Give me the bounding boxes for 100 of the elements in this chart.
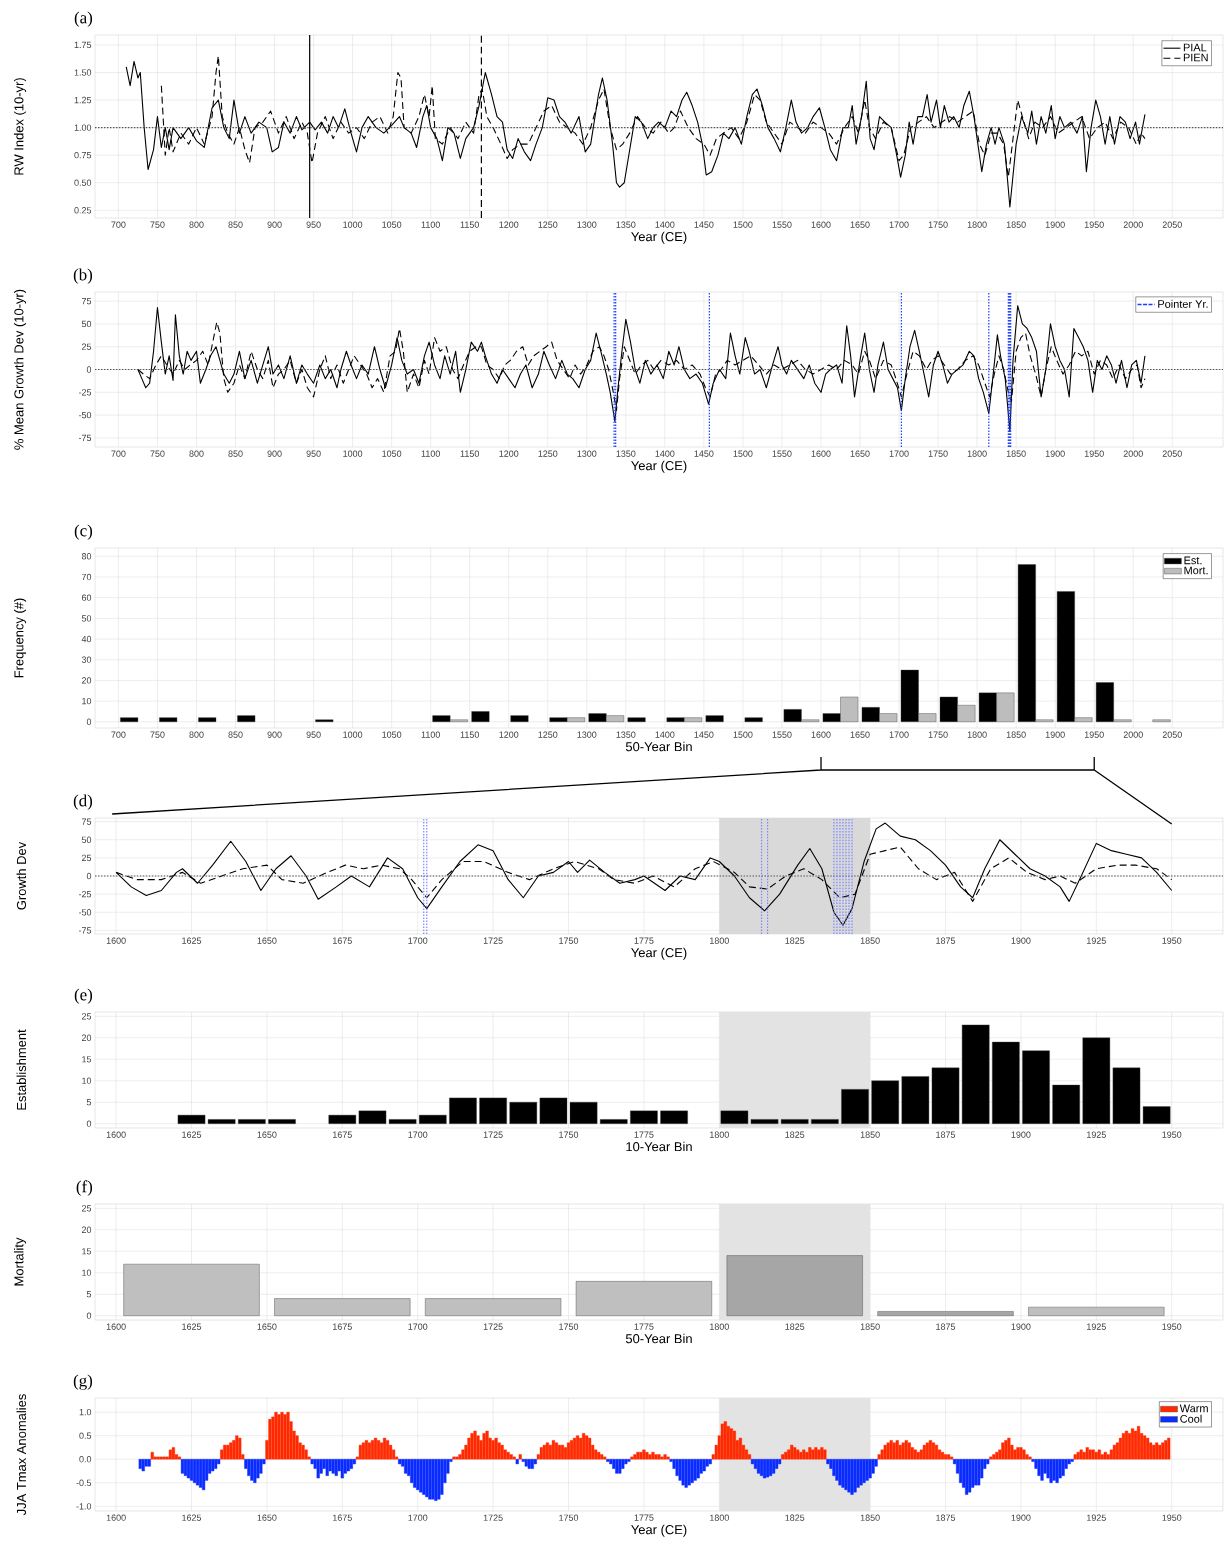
x-tick-label: 1625 — [182, 1131, 202, 1138]
x-tick-label: 900 — [267, 450, 282, 457]
annotation: Pointer Yr. — [1158, 299, 1208, 308]
x-tick-label: 1825 — [785, 1514, 805, 1521]
x-tick-label: 1250 — [538, 731, 558, 738]
bar — [871, 1080, 899, 1124]
x-tick-label: 2050 — [1162, 221, 1182, 228]
x-axis-title: Year (CE) — [631, 947, 687, 960]
x-tick-label: 1600 — [106, 1514, 126, 1521]
bar — [1130, 1428, 1135, 1460]
bar — [781, 1454, 785, 1460]
x-tick-label: 2000 — [1123, 731, 1143, 738]
x-tick-label: 1925 — [1087, 1323, 1106, 1330]
bar — [940, 1451, 945, 1460]
x-tick-label: 700 — [111, 221, 126, 228]
y-tick-label: 15 — [82, 1056, 92, 1063]
bar — [965, 1459, 969, 1495]
y-tick-label: 0.25 — [74, 207, 92, 214]
bar — [1085, 1447, 1089, 1460]
y-tick-label: 25 — [81, 1013, 92, 1020]
x-tick-label: 850 — [228, 221, 243, 228]
x-tick-label: 1900 — [1045, 450, 1065, 457]
y-tick-label: -1.0 — [76, 1503, 92, 1510]
x-tick-label: 1200 — [499, 450, 519, 457]
bar — [455, 1456, 459, 1460]
bar — [237, 715, 256, 722]
y-tick-label: 50 — [81, 836, 92, 843]
y-axis-title: Growth Dev — [16, 841, 27, 910]
x-tick-label: 1600 — [106, 1323, 126, 1330]
x-tick-label: 1850 — [1006, 450, 1026, 457]
bar — [575, 1281, 712, 1316]
x-tick-label: 1350 — [616, 450, 636, 457]
bar — [1082, 1451, 1086, 1460]
x-tick-label: 1825 — [785, 1131, 805, 1138]
x-tick-label: 750 — [150, 221, 165, 228]
bar — [419, 1114, 447, 1124]
bar — [1028, 1306, 1165, 1316]
bar — [817, 1449, 821, 1460]
y-tick-label: 25 — [81, 1205, 92, 1212]
x-tick-label: 1600 — [811, 221, 831, 228]
x-tick-label: 1650 — [850, 731, 870, 738]
bar — [1073, 1454, 1077, 1460]
bar — [841, 1089, 869, 1124]
x-tick-label: 1700 — [889, 450, 909, 457]
bar — [687, 1459, 691, 1486]
bar — [334, 1459, 338, 1476]
bar — [413, 1459, 417, 1488]
x-tick-label: 1650 — [257, 1514, 277, 1521]
bar — [844, 1459, 848, 1491]
bar — [750, 1459, 755, 1465]
bar — [274, 1298, 411, 1316]
bar — [183, 1459, 188, 1476]
x-tick-label: 1750 — [559, 937, 579, 944]
bar — [1046, 1459, 1050, 1479]
x-tick-label: 1500 — [733, 731, 753, 738]
bar — [820, 1447, 824, 1460]
bar — [277, 1414, 281, 1460]
y-axis-title: Establishment — [16, 1029, 27, 1110]
bar — [186, 1459, 191, 1479]
x-tick-label: 1850 — [860, 937, 880, 944]
bar — [853, 1459, 857, 1493]
x-tick-label: 1675 — [333, 937, 352, 944]
bar — [696, 1459, 700, 1479]
x-tick-label: 1625 — [182, 1514, 202, 1521]
bar — [1049, 1459, 1053, 1483]
bar — [823, 1449, 827, 1460]
bar — [1136, 1426, 1141, 1460]
bar — [437, 1459, 441, 1500]
x-tick-label: 850 — [228, 731, 243, 738]
bar — [654, 1454, 658, 1460]
x-tick-label: 750 — [150, 731, 165, 738]
bar — [648, 1454, 652, 1460]
bar — [482, 1433, 486, 1460]
y-tick-label: 0.75 — [74, 151, 92, 159]
y-tick-label: 0 — [86, 1312, 92, 1319]
x-tick-label: 1775 — [634, 1131, 654, 1138]
x-tick-label: 1100 — [421, 450, 440, 457]
bar — [992, 1041, 1020, 1124]
x-tick-label: 1950 — [1162, 1131, 1182, 1138]
bar — [1070, 1459, 1074, 1462]
x-tick-label: 1925 — [1087, 1131, 1106, 1138]
y-tick-label: 0.50 — [74, 179, 92, 186]
bar — [539, 1447, 543, 1460]
bar — [491, 1440, 495, 1460]
x-tick-label: 1675 — [333, 1514, 352, 1521]
x-axis-title: Year (CE) — [631, 1524, 687, 1537]
bar — [325, 1459, 329, 1476]
x-tick-label: 1850 — [1006, 731, 1026, 738]
bar — [681, 1459, 685, 1486]
x-tick-label: 1050 — [382, 450, 402, 457]
x-tick-label: 1825 — [785, 1323, 805, 1330]
bar — [645, 1451, 649, 1460]
bar — [223, 1444, 227, 1460]
x-axis-title: 50-Year Bin — [625, 1333, 692, 1344]
bar — [1061, 1459, 1065, 1476]
bar — [141, 1459, 145, 1472]
bar — [868, 1459, 872, 1479]
bar — [690, 1459, 694, 1483]
bar — [1058, 1459, 1062, 1479]
x-tick-label: 850 — [228, 450, 243, 457]
